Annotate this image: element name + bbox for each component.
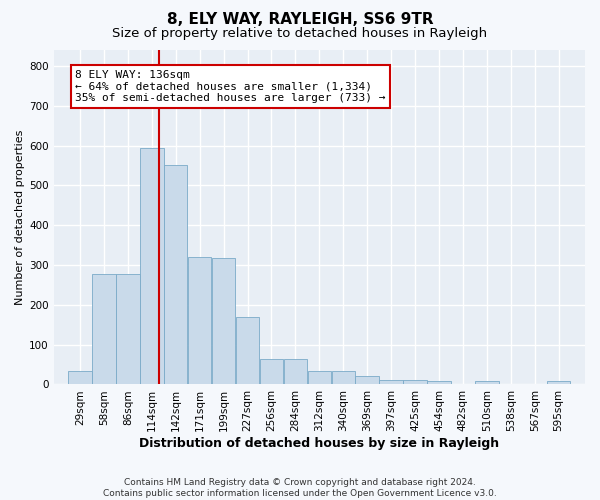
Bar: [92, 274, 116, 384]
Bar: [475, 382, 499, 384]
Bar: [284, 358, 307, 384]
Bar: [116, 274, 140, 384]
Y-axis label: Number of detached properties: Number of detached properties: [15, 130, 25, 305]
Bar: [212, 258, 235, 384]
Bar: [188, 257, 211, 384]
Bar: [427, 382, 451, 384]
Bar: [403, 380, 427, 384]
Bar: [236, 317, 259, 384]
Bar: [260, 358, 283, 384]
Text: 8, ELY WAY, RAYLEIGH, SS6 9TR: 8, ELY WAY, RAYLEIGH, SS6 9TR: [167, 12, 433, 28]
Bar: [547, 382, 571, 384]
Bar: [140, 148, 164, 384]
Bar: [355, 376, 379, 384]
Text: Contains HM Land Registry data © Crown copyright and database right 2024.
Contai: Contains HM Land Registry data © Crown c…: [103, 478, 497, 498]
Bar: [68, 370, 92, 384]
X-axis label: Distribution of detached houses by size in Rayleigh: Distribution of detached houses by size …: [139, 437, 499, 450]
Text: 8 ELY WAY: 136sqm
← 64% of detached houses are smaller (1,334)
35% of semi-detac: 8 ELY WAY: 136sqm ← 64% of detached hous…: [75, 70, 386, 103]
Bar: [308, 370, 331, 384]
Text: Size of property relative to detached houses in Rayleigh: Size of property relative to detached ho…: [112, 28, 488, 40]
Bar: [332, 370, 355, 384]
Bar: [164, 166, 187, 384]
Bar: [379, 380, 403, 384]
